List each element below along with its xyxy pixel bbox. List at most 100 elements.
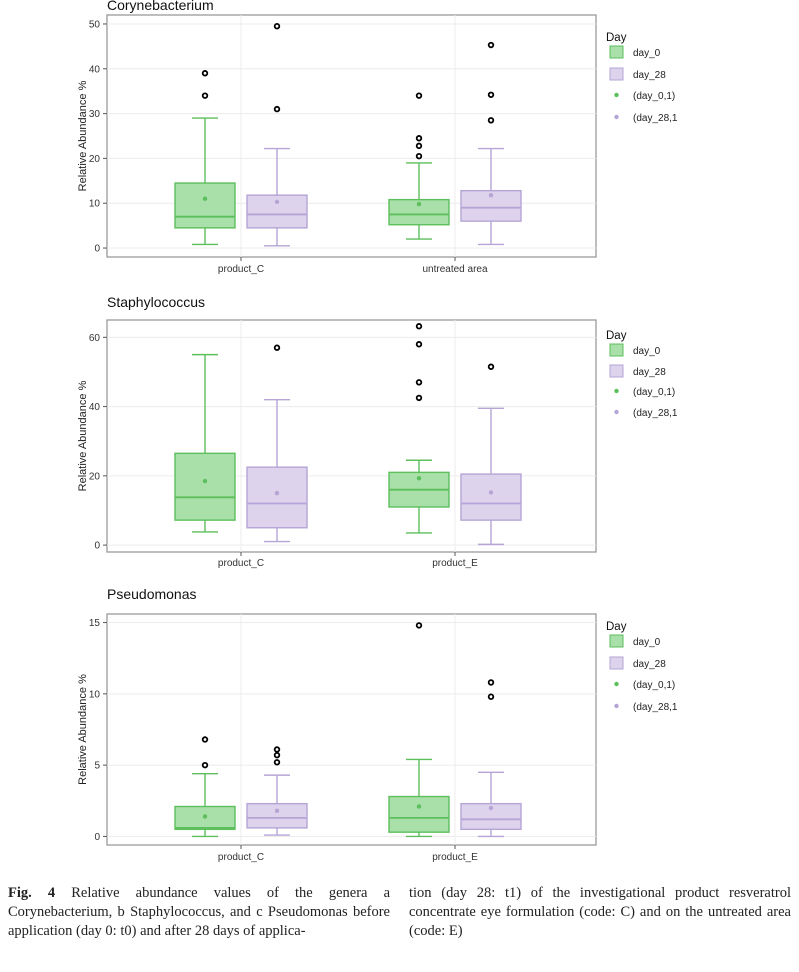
mean-point [416, 201, 422, 207]
caption-text-left: Relative abundance values of the genera … [8, 885, 391, 939]
box-day-28 [246, 23, 308, 247]
chart-staphylococcus: Staphylococcus 0 20 40 60 product_C product_E… [77, 294, 678, 569]
legend-swatch-day-0 [609, 45, 624, 59]
caption-text-right: tion (day 28: t1) of the investigational… [409, 885, 791, 939]
outlier-point [487, 693, 495, 700]
outlier-point [201, 92, 209, 99]
legend-label-mean-day-0: (day_0,1) [633, 91, 675, 102]
chart-title: Pseudomonas [107, 586, 197, 602]
chart-title: Corynebacterium [107, 0, 214, 13]
outlier-point [415, 142, 423, 150]
legend-label-day-28: day_28 [633, 659, 666, 670]
mean-point [202, 478, 208, 484]
outlier-point [487, 41, 495, 49]
legend-title: Day [606, 330, 627, 342]
box-iqr [388, 795, 450, 833]
box-iqr [174, 452, 236, 521]
y-tick-label: 30 [89, 109, 101, 120]
box-day-28 [246, 344, 308, 543]
legend-label-day-0: day_0 [633, 637, 661, 648]
outlier-point [415, 622, 423, 629]
y-tick-label: 20 [89, 154, 101, 165]
legend: Day day_0 day_28 (day_0,1) (day_28,1 [606, 330, 678, 419]
outlier-point [201, 70, 209, 77]
outlier-point [201, 736, 209, 743]
figure-label: Fig. 4 [8, 885, 56, 901]
legend-swatch-day-0 [609, 343, 624, 357]
outlier-point [415, 341, 423, 348]
legend-label-mean-day-28: (day_28,1 [633, 702, 678, 713]
legend-title: Day [606, 32, 627, 44]
plot-area: 0 5 10 15 product_C product_E [89, 613, 597, 863]
x-tick-label: untreated area [422, 264, 487, 275]
legend-point-day-0 [614, 388, 619, 394]
legend-label-day-28: day_28 [633, 367, 666, 378]
mean-point [416, 476, 422, 481]
outlier-point [273, 344, 281, 351]
x-tick-label: product_E [432, 852, 478, 863]
x-tick-label: product_C [218, 264, 264, 275]
legend-swatch-day-0 [609, 634, 624, 648]
outlier-point [273, 105, 281, 113]
y-tick-label: 0 [94, 244, 100, 255]
legend-point-day-28 [614, 114, 619, 120]
box-day-0 [174, 736, 236, 838]
legend-swatch-day-28 [609, 67, 624, 81]
y-tick-label: 10 [89, 199, 101, 210]
x-tick-label: product_C [218, 558, 264, 569]
box-iqr [246, 466, 308, 529]
legend: Day day_0 day_28 (day_0,1) (day_28,1 [606, 32, 678, 124]
chart-title: Staphylococcus [107, 294, 205, 310]
box-day-0 [388, 323, 450, 534]
outlier-point [201, 761, 209, 769]
box-day-0 [388, 92, 450, 240]
legend-label-mean-day-0: (day_0,1) [633, 680, 675, 691]
box-day-28 [460, 679, 522, 838]
plot-area: 0 10 20 30 40 50 product_C untreated area [89, 14, 597, 275]
x-tick-label: product_C [218, 852, 264, 863]
legend-title: Day [606, 621, 627, 633]
box-day-0 [174, 70, 236, 246]
y-axis-label: Relative Abundance % [77, 380, 89, 491]
caption-column-left: Fig. 4 Relative abundance values of the … [8, 884, 390, 941]
chart-corynebacterium: Corynebacterium 0 10 20 30 40 50 product_C untr… [77, 0, 678, 275]
y-tick-label: 0 [94, 832, 100, 843]
outlier-point [487, 679, 495, 686]
outlier-point [415, 323, 423, 330]
chart-pseudomonas: Pseudomonas 0 5 10 15 product_C product_E Rel… [77, 586, 678, 863]
box-day-28 [460, 363, 522, 546]
y-tick-label: 15 [89, 618, 101, 629]
y-tick-label: 60 [89, 333, 101, 344]
figure-caption: Fig. 4 Relative abundance values of the … [8, 884, 791, 941]
outlier-point [415, 379, 423, 386]
mean-point [202, 196, 208, 201]
outlier-point [273, 751, 281, 759]
y-axis-label: Relative Abundance % [77, 674, 89, 785]
outlier-point [487, 91, 495, 98]
y-tick-label: 50 [89, 19, 101, 30]
outlier-point [415, 135, 423, 142]
mean-point [488, 192, 494, 198]
legend-swatch-day-28 [609, 656, 624, 670]
y-tick-label: 5 [94, 761, 100, 772]
mean-point [416, 804, 422, 809]
legend-label-day-0: day_0 [633, 48, 661, 59]
legend-label-day-28: day_28 [633, 70, 666, 81]
mean-point [274, 199, 280, 205]
legend-point-day-0 [614, 92, 619, 98]
outlier-point [487, 363, 495, 370]
caption-column-right: tion (day 28: t1) of the investigational… [409, 884, 791, 941]
legend-label-mean-day-28: (day_28,1 [633, 408, 678, 419]
legend-point-day-28 [614, 409, 619, 415]
box-day-28 [246, 746, 308, 836]
legend-label-day-0: day_0 [633, 346, 661, 357]
y-tick-label: 20 [89, 471, 101, 482]
legend-point-day-0 [614, 681, 619, 687]
box-day-28 [460, 41, 522, 246]
mean-point [274, 808, 280, 813]
outlier-point [273, 759, 281, 766]
x-tick-label: product_E [432, 558, 478, 569]
outlier-point [487, 117, 495, 124]
outlier-point [415, 92, 423, 99]
outlier-point [273, 746, 281, 753]
